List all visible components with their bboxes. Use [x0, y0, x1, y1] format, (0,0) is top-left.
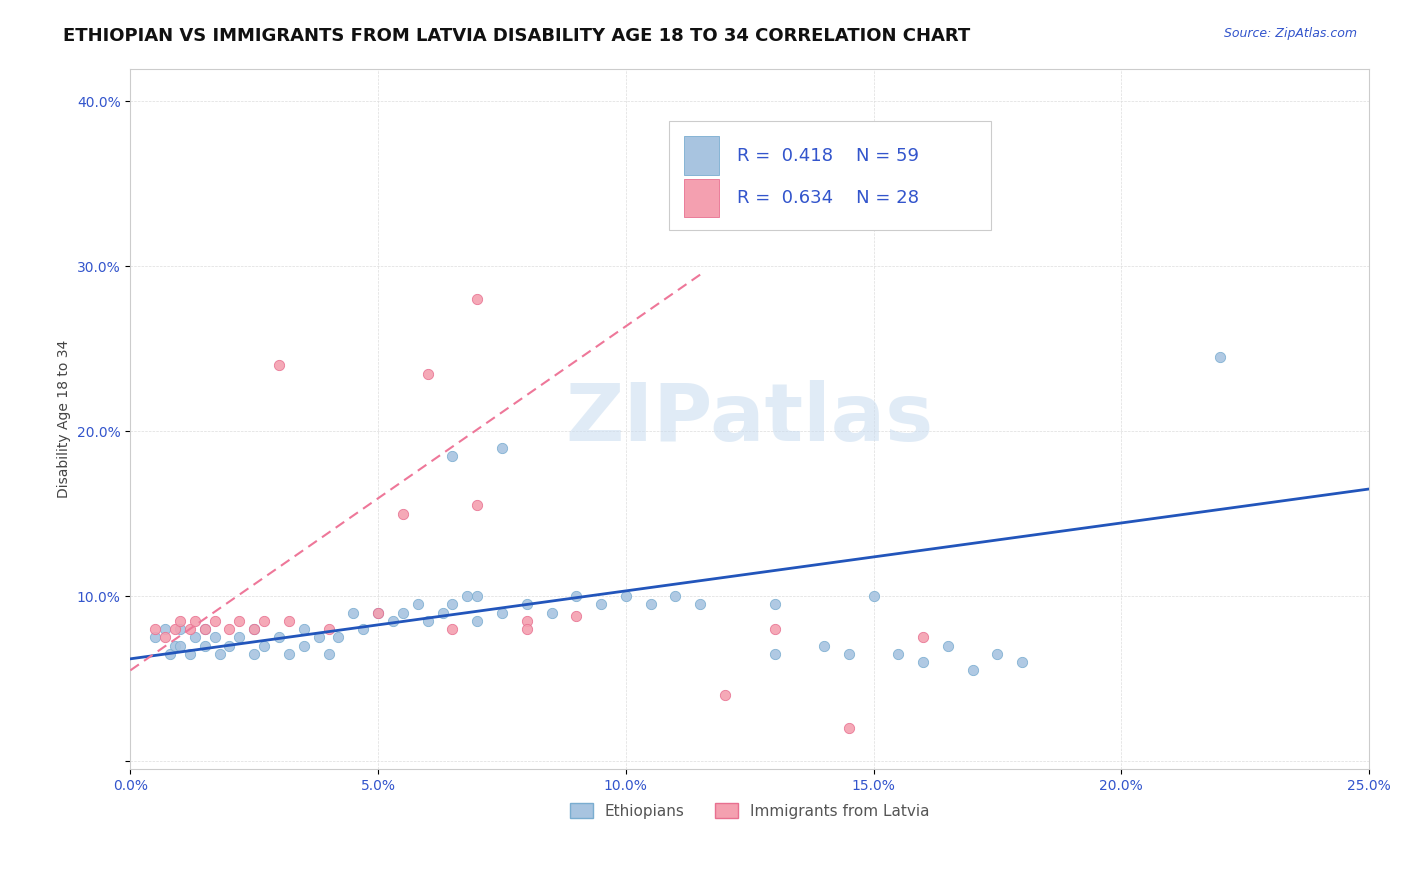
Point [565, 589, 588, 603]
Point [441, 598, 464, 612]
Point [163, 639, 186, 653]
Point [465, 293, 488, 307]
Point [441, 449, 464, 463]
Point [228, 614, 250, 628]
Point [308, 631, 330, 645]
Point [169, 622, 191, 636]
Text: ZIPatlas: ZIPatlas [565, 380, 934, 458]
Point [763, 647, 786, 661]
Bar [685, 136, 718, 175]
Point [277, 647, 299, 661]
Point [763, 598, 786, 612]
Point [456, 589, 478, 603]
Point [392, 606, 415, 620]
Point [838, 647, 860, 661]
Point [352, 622, 374, 636]
Point [1011, 655, 1033, 669]
Point [862, 589, 884, 603]
Point [416, 614, 439, 628]
Point [516, 622, 538, 636]
Point [169, 639, 191, 653]
Point [936, 639, 959, 653]
Point [169, 614, 191, 628]
Point [392, 507, 415, 521]
Point [491, 441, 513, 455]
Point [640, 598, 662, 612]
Point [962, 664, 984, 678]
Point [243, 622, 266, 636]
Point [491, 606, 513, 620]
Point [912, 631, 935, 645]
Point [465, 499, 488, 513]
Text: R =  0.634    N = 28: R = 0.634 N = 28 [737, 189, 920, 207]
Point [540, 606, 562, 620]
Point [465, 589, 488, 603]
Point [441, 622, 464, 636]
Point [292, 622, 315, 636]
Point [184, 631, 207, 645]
Point [159, 647, 181, 661]
Point [218, 639, 240, 653]
Point [763, 622, 786, 636]
Point [194, 639, 217, 653]
Point [887, 647, 910, 661]
Point [986, 647, 1008, 661]
Point [184, 614, 207, 628]
Point [516, 598, 538, 612]
Point [228, 631, 250, 645]
Point [163, 622, 186, 636]
Point [406, 598, 429, 612]
Point [267, 631, 290, 645]
Point [253, 614, 276, 628]
Point [194, 622, 217, 636]
Point [328, 631, 350, 645]
Text: Source: ZipAtlas.com: Source: ZipAtlas.com [1223, 27, 1357, 40]
Point [208, 647, 231, 661]
Point [565, 609, 588, 624]
Point [243, 647, 266, 661]
Point [432, 606, 454, 620]
Point [1209, 350, 1232, 364]
Point [243, 622, 266, 636]
Point [253, 639, 276, 653]
Point [367, 606, 389, 620]
Point [416, 367, 439, 381]
Text: R =  0.418    N = 59: R = 0.418 N = 59 [737, 147, 920, 165]
Text: ETHIOPIAN VS IMMIGRANTS FROM LATVIA DISABILITY AGE 18 TO 34 CORRELATION CHART: ETHIOPIAN VS IMMIGRANTS FROM LATVIA DISA… [63, 27, 970, 45]
Point [292, 639, 315, 653]
Point [179, 622, 201, 636]
Point [204, 631, 226, 645]
Point [267, 359, 290, 373]
Point [465, 614, 488, 628]
Point [179, 647, 201, 661]
Point [516, 614, 538, 628]
Bar [685, 178, 718, 217]
Point [912, 655, 935, 669]
Point [143, 622, 166, 636]
Point [664, 589, 686, 603]
Legend: Ethiopians, Immigrants from Latvia: Ethiopians, Immigrants from Latvia [564, 797, 936, 825]
Point [277, 614, 299, 628]
Point [813, 639, 835, 653]
Point [318, 622, 340, 636]
Point [342, 606, 364, 620]
Point [218, 622, 240, 636]
Y-axis label: Disability Age 18 to 34: Disability Age 18 to 34 [58, 340, 72, 498]
Point [838, 721, 860, 735]
Point [153, 631, 176, 645]
Point [153, 622, 176, 636]
Point [614, 589, 637, 603]
Point [591, 598, 613, 612]
Point [204, 614, 226, 628]
Point [689, 598, 711, 612]
Point [194, 622, 217, 636]
Point [367, 606, 389, 620]
Point [143, 631, 166, 645]
FancyBboxPatch shape [669, 121, 991, 230]
Point [714, 688, 737, 702]
Point [381, 614, 404, 628]
Point [318, 647, 340, 661]
